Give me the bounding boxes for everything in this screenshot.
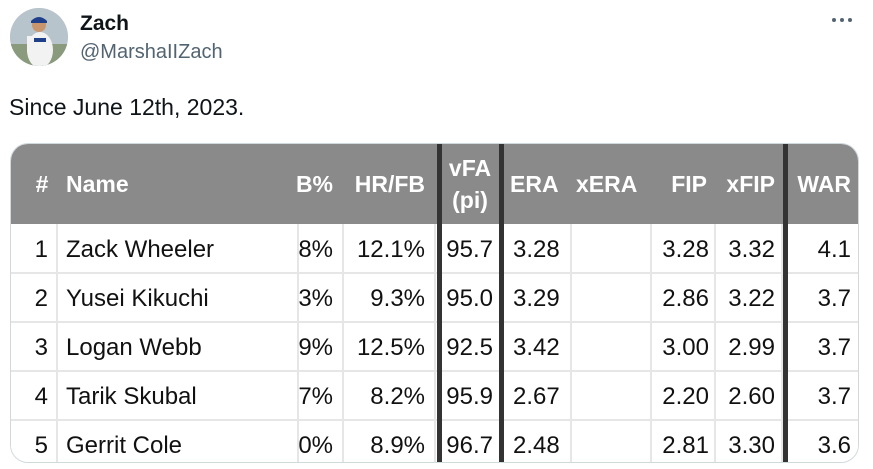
cell-war: 3.6 (818, 432, 851, 459)
table-row: 1 Zack Wheeler 8% 12.1% 95.7 3.28 3.28 3.32 4.1 (35, 236, 851, 263)
column-header-fip: FIP (671, 171, 707, 197)
cell-war: 3.7 (818, 383, 851, 410)
cell-xfip: 3.30 (728, 432, 775, 459)
cell-vfa: 95.0 (446, 285, 493, 312)
cell-name: Yusei Kikuchi (66, 285, 209, 312)
cell-fip: 2.86 (662, 285, 709, 312)
stats-table: # Name B% HR/FB vFA (pi) ERA xERA FIP xFIP WAR 1 Zac… (11, 144, 858, 462)
cell-cut-pct: 7% (298, 383, 333, 410)
cell-xfip: 3.32 (728, 236, 775, 263)
cell-hr-fb: 8.2% (370, 383, 425, 410)
column-header-rank: # (36, 171, 49, 197)
cell-era: 3.42 (513, 334, 560, 361)
cell-fip: 2.20 (662, 383, 709, 410)
cell-xfip: 2.99 (728, 334, 775, 361)
column-header-vfa-line1: vFA (449, 155, 491, 181)
user-display-name[interactable]: Zach (80, 12, 130, 35)
column-header-xfip: xFIP (726, 171, 775, 197)
cell-vfa: 95.7 (446, 236, 493, 263)
cell-era: 2.48 (513, 432, 560, 459)
column-separator (437, 144, 442, 462)
column-header-era: ERA (510, 171, 559, 197)
cell-xfip: 2.60 (728, 383, 775, 410)
cell-vfa: 96.7 (446, 432, 493, 459)
cell-cut-pct: 3% (298, 285, 333, 312)
cell-rank: 2 (35, 285, 48, 312)
cell-rank: 1 (35, 236, 48, 263)
cell-name: Logan Webb (66, 334, 202, 361)
cell-hr-fb: 9.3% (370, 285, 425, 312)
cell-fip: 3.28 (662, 236, 709, 263)
column-header-name: Name (66, 171, 129, 197)
column-header-war: WAR (797, 171, 851, 197)
avatar-photo-icon (10, 8, 68, 66)
cell-cut-pct: 9% (298, 334, 333, 361)
column-separator (783, 144, 788, 462)
cell-name: Gerrit Cole (66, 432, 182, 459)
cell-hr-fb: 12.1% (357, 236, 425, 263)
cell-vfa: 92.5 (446, 334, 493, 361)
table-row: 3 Logan Webb 9% 12.5% 92.5 3.42 3.00 2.99 3.7 (35, 334, 851, 361)
cell-name: Zack Wheeler (66, 236, 214, 263)
cell-era: 2.67 (513, 383, 560, 410)
avatar[interactable] (10, 8, 68, 66)
cell-fip: 3.00 (662, 334, 709, 361)
attached-image-card[interactable]: # Name B% HR/FB vFA (pi) ERA xERA FIP xFIP WAR 1 Zac… (10, 143, 859, 463)
cell-war: 4.1 (818, 236, 851, 263)
table-row: 2 Yusei Kikuchi 3% 9.3% 95.0 3.29 2.86 3.22 3.7 (35, 285, 851, 312)
table-row: 5 Gerrit Cole 0% 8.9% 96.7 2.48 2.81 3.30 3.6 (35, 432, 851, 459)
column-header-xera: xERA (576, 171, 637, 197)
cell-hr-fb: 12.5% (357, 334, 425, 361)
cell-war: 3.7 (818, 285, 851, 312)
tweet-text: Since June 12th, 2023. (9, 94, 245, 120)
tweet-header: Zach @MarshaIIZach (10, 8, 863, 68)
column-header-cut-pct: B% (296, 171, 333, 197)
cell-era: 3.29 (513, 285, 560, 312)
column-header-hr-fb: HR/FB (355, 171, 425, 197)
cell-xfip: 3.22 (728, 285, 775, 312)
column-header-vfa-line2: (pi) (452, 187, 488, 213)
cell-rank: 5 (35, 432, 48, 459)
user-handle[interactable]: @MarshaIIZach (80, 41, 223, 63)
cell-fip: 2.81 (662, 432, 709, 459)
more-horizontal-icon[interactable] (829, 10, 855, 30)
cell-name: Tarik Skubal (66, 383, 197, 410)
cell-hr-fb: 8.9% (370, 432, 425, 459)
cell-rank: 4 (35, 383, 48, 410)
cell-era: 3.28 (513, 236, 560, 263)
cell-cut-pct: 0% (298, 432, 333, 459)
cell-rank: 3 (35, 334, 48, 361)
column-separator (499, 144, 504, 462)
cell-war: 3.7 (818, 334, 851, 361)
table-row: 4 Tarik Skubal 7% 8.2% 95.9 2.67 2.20 2.60 3.7 (35, 383, 851, 410)
cell-cut-pct: 8% (298, 236, 333, 263)
cell-vfa: 95.9 (446, 383, 493, 410)
table-header-bg (11, 144, 858, 224)
